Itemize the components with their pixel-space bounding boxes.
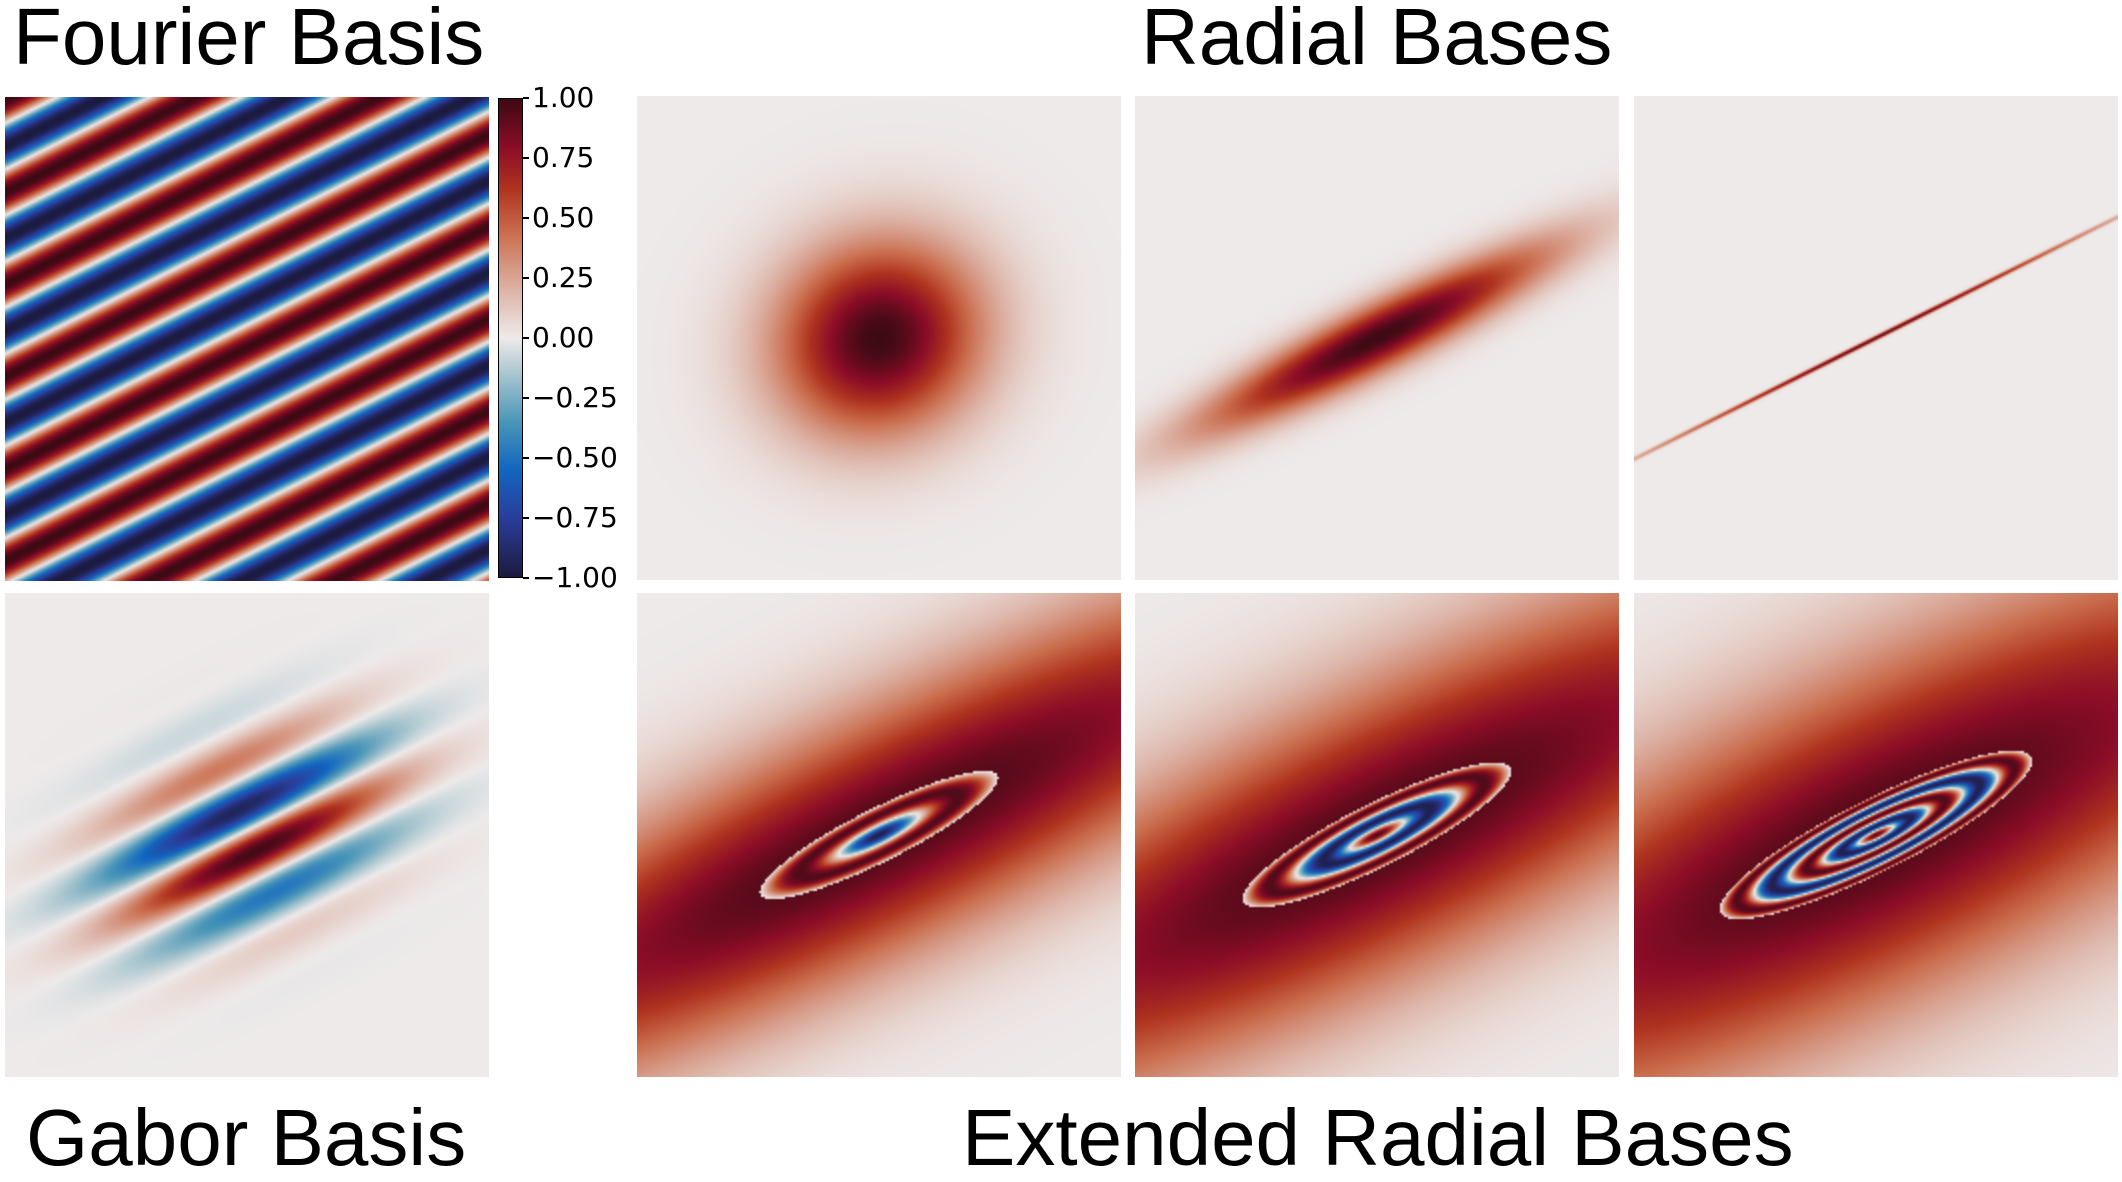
fourier-basis-heatmap [5, 97, 489, 581]
colorbar-tick [523, 337, 529, 339]
colorbar-tick-label: 0.00 [532, 321, 595, 354]
gabor-basis-heatmap [5, 593, 489, 1077]
colorbar-tick-label: −0.75 [532, 501, 618, 534]
colorbar-tick-label: −1.00 [532, 561, 618, 594]
extended-radial-basis-heatmap-1 [637, 593, 1121, 1077]
colorbar [498, 98, 523, 578]
colorbar-tick-label: 0.25 [532, 261, 595, 294]
colorbar-tick-label: 0.50 [532, 201, 595, 234]
extended-radial-basis-heatmap-3 [1634, 593, 2118, 1077]
colorbar-tick-label: 0.75 [532, 141, 595, 174]
colorbar-tick [523, 157, 529, 159]
extended-radial-basis-heatmap-2 [1135, 593, 1619, 1077]
colorbar-tick [523, 457, 529, 459]
colorbar-tick [523, 277, 529, 279]
colorbar-tick [523, 97, 529, 99]
radial-basis-heatmap-1 [637, 96, 1121, 580]
colorbar-tick [523, 577, 529, 579]
radial-bases-title: Radial Bases [1141, 0, 1613, 81]
colorbar-tick-label: −0.50 [532, 441, 618, 474]
colorbar-tick-label: −0.25 [532, 381, 618, 414]
colorbar-tick-label: 1.00 [532, 81, 595, 114]
radial-basis-heatmap-3 [1634, 96, 2118, 580]
colorbar-tick [523, 217, 529, 219]
colorbar-tick [523, 397, 529, 399]
extended-radial-bases-title: Extended Radial Bases [962, 1093, 1794, 1182]
fourier-basis-title: Fourier Basis [13, 0, 485, 81]
gabor-basis-title: Gabor Basis [26, 1093, 467, 1182]
radial-basis-heatmap-2 [1135, 96, 1619, 580]
colorbar-tick [523, 517, 529, 519]
